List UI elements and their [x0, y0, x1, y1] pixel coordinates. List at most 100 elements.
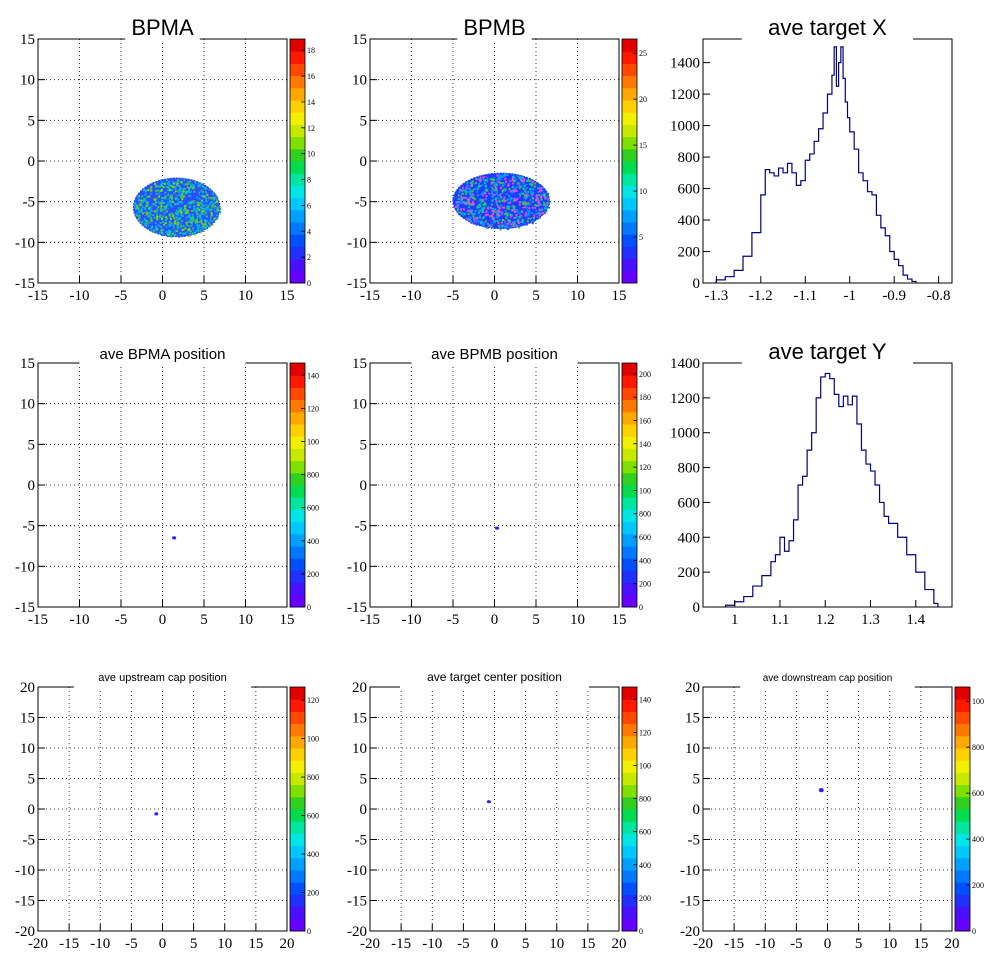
heatmap-cell: [189, 205, 192, 208]
heatmap-cell: [515, 178, 518, 181]
x-tick-label: 15: [612, 288, 627, 304]
heatmap-cell: [189, 195, 192, 198]
heatmap-cell: [504, 209, 507, 212]
palette-cell: [290, 857, 305, 871]
heatmap-cell: [524, 214, 527, 217]
heatmap-cell: [170, 197, 173, 200]
palette-label: 100: [639, 486, 651, 495]
heatmap-cell: [501, 194, 503, 197]
heatmap-cell: [490, 225, 493, 228]
heatmap-cell: [186, 224, 188, 227]
heatmap-cell: [477, 195, 480, 198]
heatmap-cell: [491, 187, 494, 190]
heatmap-cell: [500, 196, 503, 199]
heatmap-cell: [499, 207, 502, 210]
heatmap-cell: [476, 205, 479, 208]
heatmap-cell: [512, 185, 514, 188]
heatmap-cell: [159, 231, 162, 234]
heatmap-cell: [196, 227, 199, 229]
heatmap-cell: [522, 208, 525, 211]
heatmap-cell: [469, 181, 472, 184]
heatmap-cell: [182, 224, 185, 227]
heatmap-cell: [185, 185, 188, 188]
heatmap-cell: [178, 188, 181, 191]
heatmap-cell: [156, 218, 159, 221]
title-box: [741, 337, 914, 365]
heatmap-cell: [174, 222, 177, 225]
x-tick-label: -5: [790, 936, 803, 952]
heatmap-cell: [496, 203, 499, 206]
heatmap-cell: [213, 193, 216, 196]
heatmap-cell: [462, 186, 464, 189]
heatmap-cell: [178, 217, 181, 220]
palette-cell: [290, 87, 305, 101]
heatmap-cell: [492, 217, 495, 219]
heatmap-cell: [187, 214, 190, 217]
heatmap-cell: [478, 216, 481, 219]
y-tick-label: 5: [360, 772, 368, 788]
heatmap-cell: [513, 189, 516, 192]
y-tick-label: 15: [20, 356, 35, 372]
heatmap-cell: [491, 199, 494, 202]
palette-label: 400: [307, 537, 319, 546]
heatmap-cell: [488, 189, 491, 192]
heatmap-cell: [178, 232, 181, 235]
heatmap-cell: [184, 192, 187, 195]
palette-label: 120: [307, 404, 319, 413]
heatmap-cell: [467, 212, 470, 215]
palette-label: 800: [639, 795, 651, 804]
y-tick-label: 5: [28, 772, 36, 788]
heatmap-cell: [164, 197, 167, 200]
palette-label: 800: [307, 471, 319, 480]
heatmap-cell: [535, 204, 538, 207]
heatmap-cell: [472, 203, 475, 206]
heatmap-cell: [159, 221, 162, 224]
heatmap-cell: [204, 191, 207, 194]
y-tick-label: -5: [355, 833, 368, 849]
heatmap-cell: [499, 178, 502, 181]
heatmap-cell: [198, 185, 201, 188]
heatmap-cell: [204, 223, 207, 226]
heatmap-cell: [207, 196, 210, 199]
heatmap-cell: [216, 217, 219, 220]
heatmap-cell: [158, 194, 161, 197]
heatmap-cell: [168, 200, 171, 203]
heatmap-cell: [463, 208, 465, 211]
heatmap-cell: [161, 209, 164, 212]
heatmap-cell: [484, 189, 487, 192]
palette-label: 200: [307, 889, 319, 898]
heatmap-cell: [459, 188, 462, 191]
heatmap-cell: [484, 207, 487, 210]
heatmap-cell: [187, 201, 190, 204]
heatmap-cell: [157, 211, 160, 214]
heatmap-cell: [545, 205, 547, 208]
y-tick-label: 800: [678, 150, 701, 166]
heatmap-cell: [526, 209, 529, 212]
palette-cell: [290, 760, 305, 773]
heatmap-cell: [179, 195, 182, 198]
heatmap-cell: [150, 185, 153, 188]
x-tick-label: -0.8: [927, 288, 951, 304]
x-tick-label: 15: [913, 936, 928, 952]
heatmap-cell: [523, 197, 526, 200]
heatmap-cell: [510, 187, 513, 190]
heatmap-cell: [510, 226, 513, 229]
heatmap-cell: [479, 198, 482, 201]
heatmap-cell: [182, 190, 185, 193]
heatmap-cell: [497, 225, 500, 228]
heatmap-cell: [169, 230, 172, 233]
heatmap-cell: [196, 218, 198, 221]
heatmap-cell: [518, 216, 521, 219]
palette-cell: [290, 594, 305, 608]
heatmap-cell: [489, 217, 492, 219]
heatmap-cell: [491, 192, 494, 195]
heatmap-cell: [480, 200, 483, 203]
heatmap-cell: [490, 182, 493, 185]
heatmap-cell: [547, 201, 550, 204]
heatmap-cell: [167, 203, 170, 206]
heatmap-cell: [202, 208, 205, 211]
heatmap-cell: [499, 226, 501, 229]
heatmap-cell: [459, 210, 462, 212]
heatmap-cell: [202, 210, 205, 212]
